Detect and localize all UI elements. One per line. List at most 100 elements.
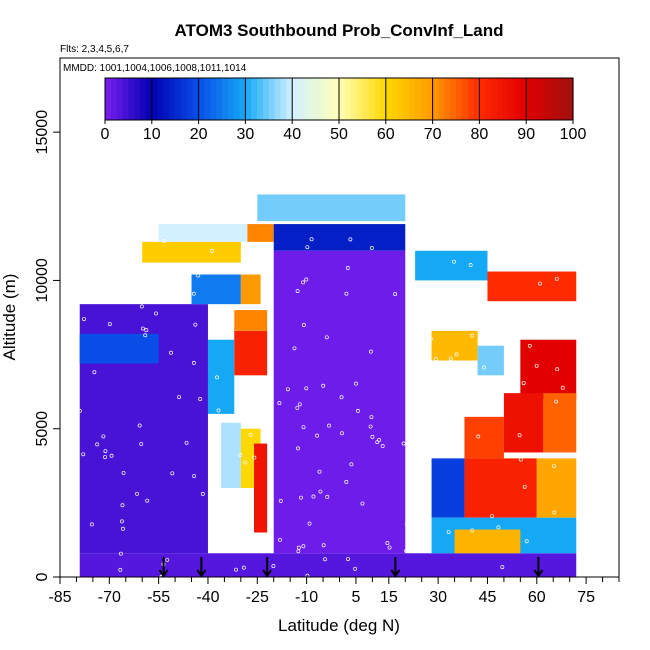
- sample-dot: [265, 260, 270, 265]
- sample-dot: [120, 519, 124, 524]
- chart-title: ATOM3 Southbound Prob_ConvInf_Land: [175, 21, 504, 40]
- sample-dot: [340, 431, 344, 436]
- colorbar-swatch: [473, 78, 480, 120]
- colorbar-tick-label: 50: [330, 126, 348, 143]
- heatmap-cell: [520, 339, 577, 400]
- sample-dot: [500, 565, 505, 570]
- colorbar-swatch: [567, 78, 574, 120]
- sample-dot: [249, 241, 254, 246]
- sample-dot: [196, 273, 201, 278]
- sounding-arrow-head: [262, 569, 272, 578]
- colorbar-swatch: [385, 78, 393, 120]
- sample-dot: [296, 545, 301, 550]
- sample-dot: [356, 408, 360, 413]
- sample-dot: [243, 460, 248, 465]
- colorbar-swatch: [374, 78, 381, 120]
- sample-dot: [428, 337, 433, 341]
- sample-dot: [249, 496, 253, 500]
- heatmap-cell: [273, 224, 406, 251]
- sample-dot: [297, 402, 302, 407]
- heatmap-cell: [464, 458, 537, 518]
- sample-dot: [401, 441, 406, 446]
- colorbar-swatch: [438, 78, 445, 120]
- sample-dot: [470, 528, 475, 533]
- sample-dot: [92, 370, 97, 375]
- sample-dot: [369, 415, 374, 419]
- colorbar-swatch: [496, 78, 504, 120]
- sample-dot: [198, 397, 203, 401]
- sample-dot: [482, 365, 487, 370]
- colorbar-swatch: [204, 78, 211, 120]
- heatmap-cell: [487, 271, 577, 302]
- heatmap-cell: [273, 250, 406, 554]
- sample-dot: [292, 346, 297, 351]
- sample-dot: [317, 469, 322, 474]
- y-tick-label: 10000: [34, 258, 51, 303]
- colorbar-swatch: [321, 78, 328, 120]
- sample-dot: [555, 367, 560, 372]
- sample-dot: [411, 521, 416, 526]
- colorbar-swatch: [391, 78, 399, 120]
- sample-dot: [135, 491, 140, 496]
- sample-dot: [344, 479, 349, 484]
- sample-dot: [404, 548, 409, 553]
- sample-dot: [495, 235, 500, 240]
- sample-dot: [304, 386, 309, 391]
- colorbar-swatch: [105, 78, 112, 120]
- colorbar-swatch: [216, 78, 223, 120]
- heatmap-cell: [454, 529, 521, 554]
- sample-dot: [144, 328, 149, 333]
- sample-dot: [552, 510, 557, 515]
- sample-dot: [177, 395, 182, 399]
- sample-dot: [165, 557, 170, 562]
- sounding-arrow-head: [533, 569, 544, 578]
- sample-dot: [154, 311, 158, 316]
- sample-dot: [229, 265, 234, 270]
- colorbar-tick-label: 10: [143, 126, 161, 143]
- colorbar-swatch: [233, 78, 241, 120]
- x-tick-label: 30: [429, 589, 447, 606]
- colorbar-swatch: [181, 78, 188, 120]
- colorbar-tick-label: 0: [101, 126, 110, 143]
- x-tick-label: 5: [351, 589, 360, 606]
- sounding-markers: [158, 557, 544, 578]
- sample-dot: [191, 360, 196, 365]
- colorbar-swatch: [397, 78, 404, 120]
- colorbar-swatch: [450, 78, 457, 120]
- sample-dot: [433, 357, 438, 361]
- sample-dot: [452, 259, 456, 264]
- colorbar-swatch: [192, 78, 200, 120]
- sample-dot: [81, 317, 86, 322]
- colorbar-swatch: [526, 78, 533, 120]
- heatmap-cell: [431, 458, 465, 518]
- sample-dot: [238, 453, 243, 458]
- sample-dot: [468, 263, 473, 267]
- x-axis: -85 -70 -55 -40 -25 -10 5 15 30 45 60 75: [48, 576, 620, 606]
- colorbar-swatch: [145, 78, 153, 120]
- colorbar-swatch: [286, 78, 293, 120]
- sounding-arrow-head: [158, 569, 169, 578]
- colorbar-swatch: [163, 78, 170, 120]
- sample-dot: [208, 494, 213, 499]
- colorbar-swatch: [344, 78, 352, 120]
- colorbar-swatch: [491, 78, 498, 120]
- sample-dot: [295, 405, 300, 410]
- sample-dot: [267, 252, 272, 257]
- sample-dot: [441, 407, 446, 412]
- sample-dot: [278, 498, 283, 503]
- sample-dot: [534, 363, 539, 368]
- x-tick-label: -10: [295, 589, 318, 606]
- sample-dot: [139, 304, 144, 309]
- colorbar-swatch: [543, 78, 551, 120]
- x-tick-label: 15: [380, 589, 398, 606]
- sample-dot: [446, 530, 451, 534]
- colorbar-swatch: [461, 78, 469, 120]
- colorbar-tick-label: 20: [190, 126, 208, 143]
- heatmap-cell: [536, 458, 577, 518]
- x-tick-label: 75: [577, 589, 595, 606]
- sample-dot: [348, 237, 353, 242]
- colorbar-swatch: [186, 78, 194, 120]
- sample-dots: [77, 235, 565, 577]
- sample-dot: [360, 501, 365, 506]
